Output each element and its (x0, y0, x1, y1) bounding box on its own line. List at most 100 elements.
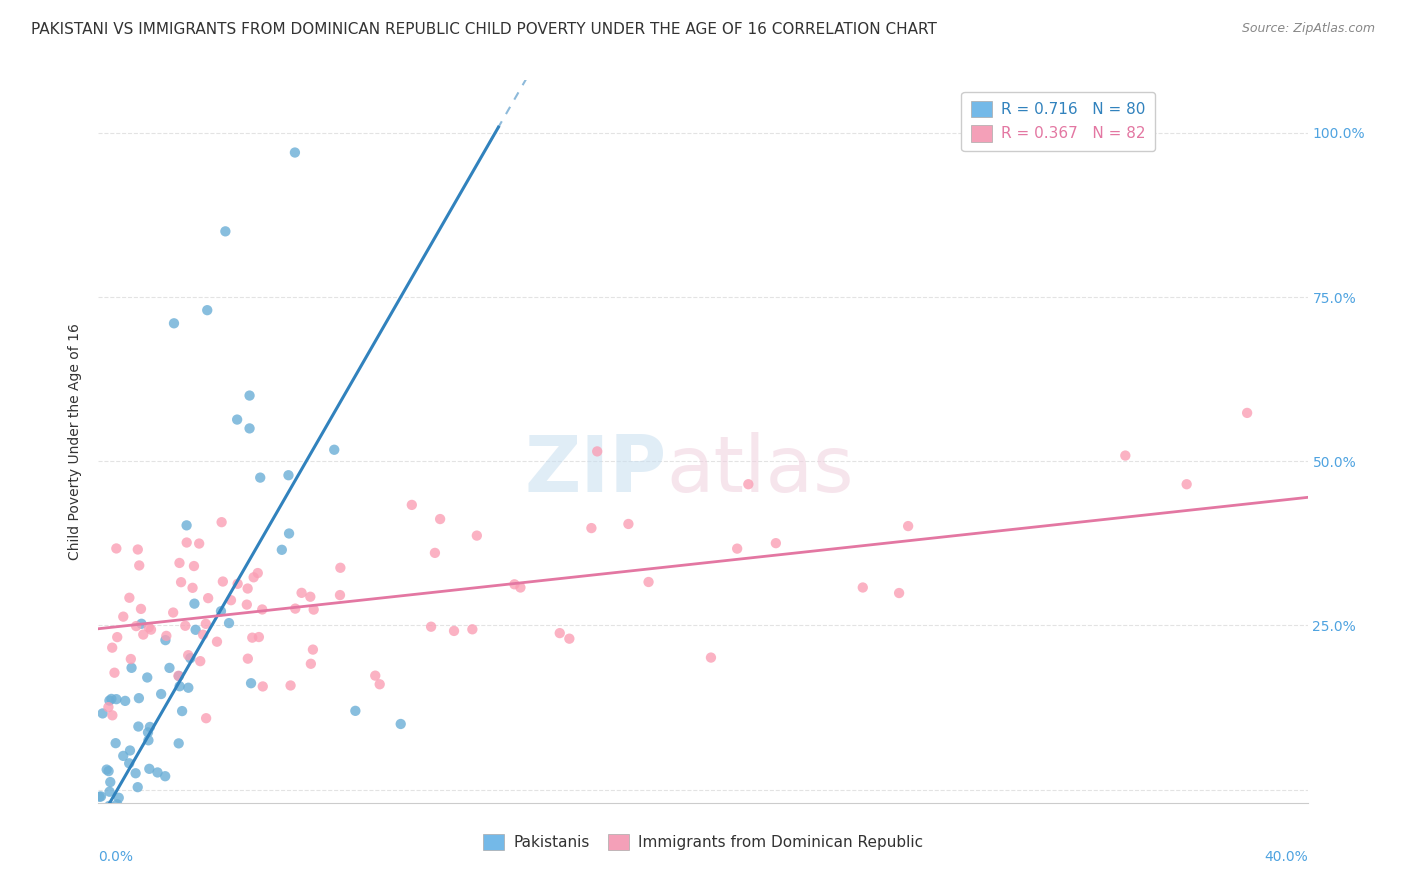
Point (240, 631, 263, 645)
Point (209, 604, 232, 618)
Point (176, 518, 198, 533)
Point (104, 736, 127, 750)
Point (139, 623, 162, 637)
Point (136, 671, 159, 685)
Point (98, 785, 121, 799)
Point (125, 619, 148, 633)
Point (617, 516, 640, 531)
Point (93, 815, 115, 830)
Point (97, 700, 120, 714)
Point (96, 815, 118, 830)
Point (93, 815, 115, 830)
Point (167, 736, 190, 750)
Point (284, 145, 307, 160)
Point (176, 535, 198, 549)
Point (105, 630, 128, 644)
Point (100, 815, 122, 830)
Point (167, 669, 190, 683)
Point (114, 694, 136, 708)
Point (94, 803, 117, 817)
Point (183, 559, 205, 574)
Point (170, 575, 193, 590)
Point (329, 561, 352, 575)
Point (112, 609, 135, 624)
Text: ZIP: ZIP (524, 433, 666, 508)
Point (368, 677, 391, 691)
Point (1114, 449, 1136, 463)
Point (252, 680, 274, 694)
Point (172, 704, 194, 718)
Point (302, 602, 325, 616)
Point (270, 542, 292, 557)
Point (302, 642, 325, 657)
Point (246, 566, 269, 580)
Point (120, 652, 142, 666)
Point (155, 629, 177, 643)
Point (429, 512, 451, 526)
Text: atlas: atlas (666, 433, 855, 508)
Point (169, 556, 191, 570)
Point (111, 815, 134, 830)
Point (219, 593, 242, 607)
Legend: Pakistanis, Immigrants from Dominican Republic: Pakistanis, Immigrants from Dominican Re… (477, 828, 929, 856)
Point (420, 620, 443, 634)
Point (174, 619, 197, 633)
Point (89, 815, 111, 830)
Point (177, 648, 200, 662)
Point (105, 692, 128, 706)
Point (195, 303, 218, 318)
Point (146, 765, 169, 780)
Point (277, 468, 299, 483)
Point (197, 591, 219, 606)
Point (163, 316, 186, 330)
Point (226, 577, 249, 591)
Point (188, 654, 211, 668)
Point (443, 624, 465, 638)
Point (139, 720, 162, 734)
Point (91, 815, 114, 830)
Point (183, 597, 205, 611)
Point (548, 626, 571, 640)
Point (98, 693, 121, 707)
Point (184, 623, 207, 637)
Point (247, 630, 270, 644)
Point (852, 581, 875, 595)
Point (1175, 477, 1198, 491)
Point (121, 661, 143, 675)
Point (389, 717, 412, 731)
Point (118, 743, 141, 757)
Point (558, 632, 581, 646)
Text: 0.0%: 0.0% (98, 850, 134, 863)
Point (503, 577, 526, 591)
Point (90, 814, 112, 828)
Point (101, 640, 124, 655)
Point (887, 586, 910, 600)
Point (240, 676, 263, 690)
Point (107, 790, 129, 805)
Point (118, 756, 141, 771)
Point (90, 789, 112, 804)
Point (98, 798, 121, 813)
Point (637, 574, 659, 589)
Point (214, 224, 236, 238)
Point (364, 668, 387, 682)
Text: Source: ZipAtlas.com: Source: ZipAtlas.com (1241, 22, 1375, 36)
Point (129, 815, 152, 830)
Point (280, 678, 302, 692)
Point (194, 616, 217, 631)
Point (169, 679, 191, 693)
Point (897, 519, 920, 533)
Point (107, 806, 129, 821)
Point (153, 769, 176, 783)
Point (131, 616, 153, 631)
Point (91, 803, 114, 817)
Point (94, 815, 117, 830)
Point (128, 558, 150, 573)
Point (725, 541, 748, 556)
Point (236, 651, 259, 665)
Point (226, 412, 249, 426)
Point (128, 691, 150, 706)
Point (461, 622, 484, 636)
Point (191, 628, 214, 642)
Point (87, 815, 110, 830)
